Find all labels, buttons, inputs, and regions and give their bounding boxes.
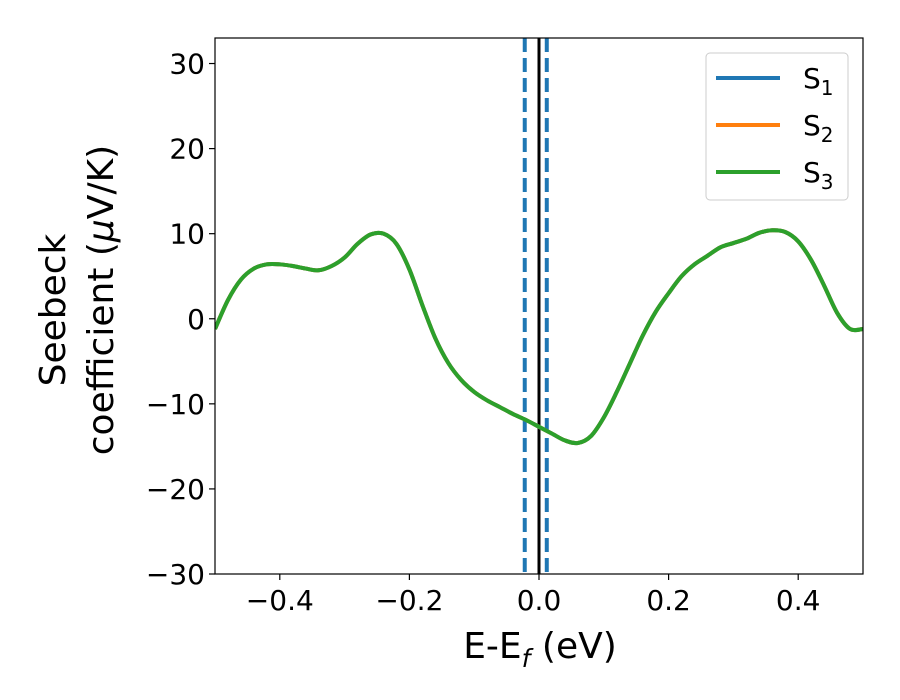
y-tick-label: 10 — [169, 218, 205, 251]
x-tick-label: −0.4 — [246, 584, 314, 617]
x-tick-label: 0.2 — [646, 584, 691, 617]
legend: S1 S2 S3 — [705, 52, 849, 201]
y-tick-label: −20 — [146, 473, 205, 506]
y-axis-label-line1: Seebeck — [33, 233, 74, 386]
y-tick-label: 0 — [187, 303, 205, 336]
x-tick-label: 0.4 — [776, 584, 821, 617]
legend-label-S3: S3 — [803, 156, 834, 194]
y-axis-label-line2: coefficient (μV/K) — [81, 145, 122, 455]
series-line-S3 — [215, 228, 863, 446]
x-tick-label: −0.2 — [375, 584, 443, 617]
legend-label-S1: S1 — [803, 62, 834, 100]
y-axis-ticks: −30 −20 −10 0 10 20 30 — [146, 48, 215, 591]
series-curves — [215, 228, 863, 446]
x-axis-label: E-Ef (eV) — [463, 626, 617, 673]
vertical-lines — [522, 38, 549, 574]
y-tick-label: −30 — [146, 558, 205, 591]
y-tick-label: −10 — [146, 388, 205, 421]
y-tick-label: 20 — [169, 133, 205, 166]
x-tick-label: 0.0 — [517, 584, 562, 617]
y-tick-label: 30 — [169, 48, 205, 81]
x-axis-ticks: −0.4 −0.2 0.0 0.2 0.4 — [246, 574, 821, 617]
legend-label-S2: S2 — [803, 109, 834, 147]
